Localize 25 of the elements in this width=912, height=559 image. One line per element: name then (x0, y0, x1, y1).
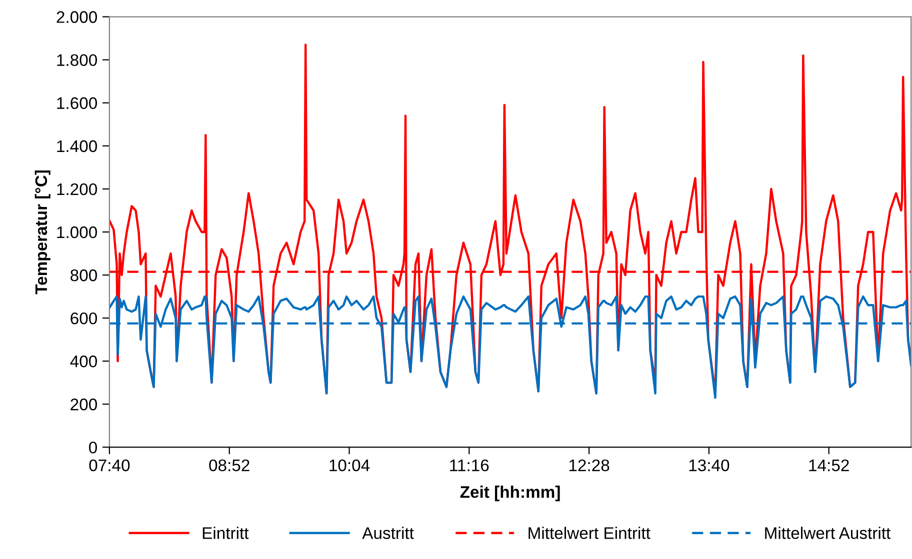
legend-label: Eintritt (202, 526, 249, 539)
y-tick-label: 1.400 (57, 140, 97, 152)
y-tick-label: 200 (70, 398, 97, 410)
y-tick-label: 2.000 (56, 11, 97, 23)
y-axis-title: Temperatur [°C] (34, 170, 50, 294)
x-axis-title: Zeit [hh:mm] (460, 486, 560, 502)
y-tick-label: 1.200 (57, 183, 97, 196)
y-tick-label: 1.600 (57, 97, 97, 110)
legend-label: Austritt (362, 526, 414, 540)
x-tick-label: 10:04 (330, 459, 370, 472)
y-tick-label: 800 (70, 269, 97, 282)
x-tick-label: 11:16 (450, 459, 489, 472)
line-series (109, 295, 912, 399)
y-tick-label: 0 (89, 442, 97, 454)
y-tick-label: 400 (70, 356, 97, 368)
x-tick-label: 07:40 (89, 459, 130, 472)
x-tick-label: 08:52 (209, 459, 250, 472)
y-tick-label: 1.000 (57, 226, 97, 238)
x-tick-label: 14:52 (809, 459, 849, 472)
x-tick-label: 12:28 (569, 459, 610, 472)
legend-label: Mittelwert Austritt (765, 526, 891, 540)
y-tick-label: 1.800 (57, 54, 97, 66)
legend-label: Mittelwert Eintritt (528, 526, 650, 540)
x-tick-label: 13:40 (689, 459, 730, 472)
y-tick-label: 600 (70, 312, 97, 324)
